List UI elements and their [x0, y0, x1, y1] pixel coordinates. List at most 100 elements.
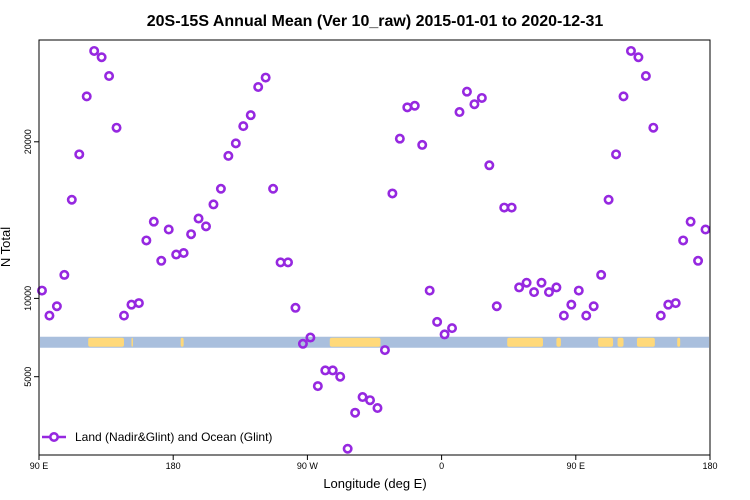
y-tick-label: 5000	[23, 367, 33, 387]
land-segment	[556, 337, 561, 347]
data-point	[96, 52, 107, 63]
x-tick-label: 0	[439, 461, 444, 471]
data-point	[141, 235, 152, 246]
data-point	[223, 150, 234, 161]
data-point	[74, 149, 85, 160]
data-point	[424, 285, 435, 296]
land-segment	[329, 337, 381, 347]
data-point	[89, 45, 100, 56]
data-point	[633, 52, 644, 63]
data-point	[409, 100, 420, 111]
data-point	[283, 257, 294, 268]
data-point	[693, 255, 704, 266]
x-tick-label: 90 E	[30, 461, 49, 471]
legend-label: Land (Nadir&Glint) and Ocean (Glint)	[75, 430, 272, 444]
data-point	[118, 310, 129, 321]
data-point	[260, 72, 271, 83]
data-point	[394, 133, 405, 144]
data-point	[700, 224, 711, 235]
data-point	[111, 122, 122, 133]
x-tick-label: 90 E	[567, 461, 586, 471]
land-segment	[180, 337, 184, 347]
data-point	[245, 110, 256, 121]
data-point	[551, 282, 562, 293]
data-point	[186, 229, 197, 240]
land-segment	[131, 337, 133, 347]
data-point	[603, 194, 614, 205]
y-axis: 5000 10000 20000	[23, 129, 39, 387]
chart-title: 20S-15S Annual Mean (Ver 10_raw) 2015-01…	[147, 13, 604, 30]
land-segment	[636, 337, 655, 347]
data-point	[588, 301, 599, 312]
data-point	[461, 86, 472, 97]
land-segment	[88, 337, 124, 347]
legend-marker	[48, 431, 59, 442]
data-point	[156, 255, 167, 266]
data-point	[81, 91, 92, 102]
data-point	[51, 301, 62, 312]
data-point	[678, 235, 689, 246]
data-point	[581, 310, 592, 321]
data-point	[327, 365, 338, 376]
surface-band	[40, 336, 709, 348]
x-tick-label: 180	[702, 461, 717, 471]
land-segment	[677, 337, 681, 347]
data-point	[208, 199, 219, 210]
data-point	[469, 99, 480, 110]
data-point	[59, 269, 70, 280]
data-point	[506, 202, 517, 213]
data-point	[454, 107, 465, 118]
data-point	[484, 160, 495, 171]
data-point	[253, 81, 264, 92]
data-point	[648, 122, 659, 133]
data-point	[536, 277, 547, 288]
plot-frame	[38, 39, 711, 456]
data-point	[379, 345, 390, 356]
data-point	[163, 224, 174, 235]
data-point	[432, 316, 443, 327]
x-tick-label: 180	[166, 461, 181, 471]
data-point	[573, 285, 584, 296]
data-points	[36, 45, 711, 454]
data-point	[372, 403, 383, 414]
x-tick-label: 90 W	[297, 461, 319, 471]
data-point	[670, 298, 681, 309]
data-point	[133, 298, 144, 309]
data-point	[543, 287, 554, 298]
data-point	[566, 299, 577, 310]
data-point	[178, 247, 189, 258]
data-point	[417, 139, 428, 150]
y-tick-label: 20000	[23, 129, 33, 154]
land-segment	[617, 337, 624, 347]
y-tick-label: 10000	[23, 286, 33, 311]
data-point	[312, 381, 323, 392]
data-point	[447, 323, 458, 334]
data-point	[491, 301, 502, 312]
data-point	[618, 91, 629, 102]
data-point	[596, 269, 607, 280]
land-segment	[598, 337, 614, 347]
data-point	[514, 282, 525, 293]
data-point	[66, 194, 77, 205]
x-axis: 90 E 180 90 W 0 90 E 180	[30, 455, 718, 471]
data-point	[685, 216, 696, 227]
data-point	[230, 138, 241, 149]
data-point	[193, 213, 204, 224]
data-point	[238, 121, 249, 132]
data-point	[290, 302, 301, 313]
data-point	[640, 71, 651, 82]
data-point	[625, 45, 636, 56]
data-point	[268, 183, 279, 194]
data-point	[558, 310, 569, 321]
data-point	[365, 395, 376, 406]
data-point	[611, 149, 622, 160]
data-point	[201, 221, 212, 232]
data-point	[215, 183, 226, 194]
data-point	[529, 287, 540, 298]
x-axis-label: Longitude (deg E)	[323, 476, 426, 491]
data-point	[335, 371, 346, 382]
data-point	[350, 407, 361, 418]
data-point	[476, 92, 487, 103]
data-point	[148, 216, 159, 227]
